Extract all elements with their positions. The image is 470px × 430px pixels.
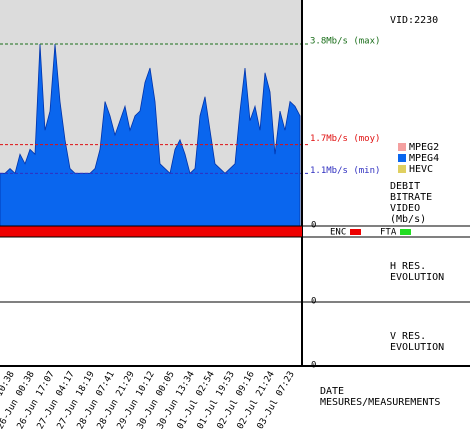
legend-swatch xyxy=(398,165,406,173)
reference-label: 1.1Mb/s (min) xyxy=(310,166,380,176)
bitrate-label: (Mb/s) xyxy=(390,214,426,225)
bitrate-zero: 0 xyxy=(311,221,316,231)
v-res-zero: 0 xyxy=(311,361,316,371)
legend-swatch xyxy=(398,154,406,162)
v-res-label: EVOLUTION xyxy=(390,342,444,353)
status-swatch xyxy=(350,229,361,235)
v-res-label: V RES. xyxy=(390,331,426,342)
h-res-zero: 0 xyxy=(311,297,316,307)
legend-label: MPEG2 xyxy=(409,142,439,153)
legend-swatch xyxy=(398,143,406,151)
status-swatch xyxy=(400,229,411,235)
x-axis-label: DATE xyxy=(320,386,344,397)
legend-label: HEVC xyxy=(409,164,433,175)
h-res-label: EVOLUTION xyxy=(390,272,444,283)
bitrate-area xyxy=(0,44,301,227)
legend-label: MPEG4 xyxy=(409,153,439,164)
bitrate-label: BITRATE xyxy=(390,192,432,203)
status-label: FTA xyxy=(380,228,397,238)
bitrate-label: VIDEO xyxy=(390,203,420,214)
x-axis-label: MESURES/MEASUREMENTS xyxy=(320,397,440,408)
vid-label: VID:2230 xyxy=(390,15,438,26)
h-res-label: H RES. xyxy=(390,261,426,272)
enc-bar xyxy=(0,226,302,237)
status-label: ENC xyxy=(330,228,346,238)
reference-label: 1.7Mb/s (moy) xyxy=(310,134,380,144)
reference-label: 3.8Mb/s (max) xyxy=(310,37,380,47)
bitrate-label: DEBIT xyxy=(390,181,420,192)
